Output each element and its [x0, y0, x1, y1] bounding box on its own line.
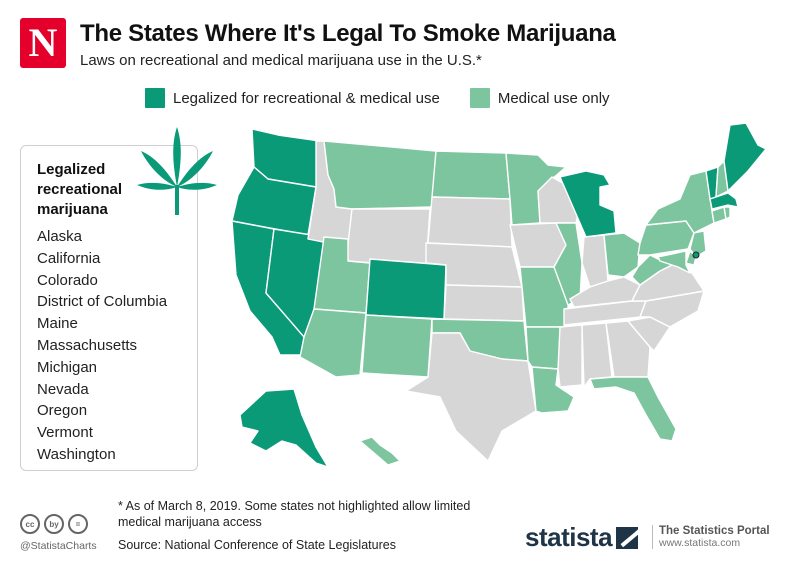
panel-heading: Legalized recreational marijuana — [37, 161, 123, 218]
cannabis-leaf-icon — [137, 127, 217, 215]
legend-item-recreational: Legalized for recreational & medical use — [145, 88, 440, 108]
page-subtitle: Laws on recreational and medical marijua… — [80, 52, 482, 69]
state-FL — [589, 376, 677, 442]
state-MA — [709, 192, 739, 210]
portal-name: The Statistics Portal — [659, 525, 770, 537]
attribution-icon: by — [44, 514, 64, 534]
statistics-portal: The Statistics Portal www.statista.com — [652, 525, 770, 549]
legend-item-medical: Medical use only — [469, 88, 610, 108]
statista-handle: @StatistaCharts — [20, 540, 97, 552]
legend-label: Medical use only — [497, 89, 610, 107]
state-NM — [361, 314, 433, 378]
creative-commons-icons: cc by = — [20, 514, 88, 534]
legend-swatch-medical — [469, 88, 490, 108]
recreational-state-item: Colorado — [37, 271, 98, 289]
state-AZ — [299, 308, 367, 378]
newsweek-logo: N — [20, 18, 66, 68]
recreational-state-item: Nevada — [37, 380, 89, 398]
no-derivatives-icon: = — [68, 514, 88, 534]
state-DC — [692, 251, 700, 259]
recreational-state-item: Michigan — [37, 358, 98, 376]
statista-logo: statista — [525, 522, 639, 553]
state-ME — [723, 122, 767, 192]
cc-license-icon: cc — [20, 514, 40, 534]
source-note: Source: National Conference of State Leg… — [118, 538, 396, 552]
state-OH — [603, 232, 641, 278]
footnote: * As of March 8, 2019. Some states not h… — [118, 499, 471, 529]
recreational-state-item: Maine — [37, 315, 78, 333]
recreational-state-item: Vermont — [37, 424, 93, 442]
state-TX — [405, 332, 537, 462]
state-NJ — [689, 230, 707, 258]
state-SD — [427, 196, 513, 248]
recreational-state-item: Massachusetts — [37, 336, 138, 354]
recreational-states-panel: Legalized recreational marijuana Alaska C… — [20, 145, 198, 471]
recreational-state-item: Alaska — [37, 228, 83, 245]
page-title: The States Where It's Legal To Smoke Mar… — [80, 20, 616, 47]
statista-wordmark: statista — [525, 522, 613, 552]
state-PA — [637, 220, 695, 256]
statista-mark-icon — [616, 526, 639, 549]
recreational-state-item: District of Columbia — [37, 293, 168, 311]
state-MD — [657, 250, 691, 274]
state-MS — [557, 324, 583, 388]
state-CO — [365, 258, 447, 320]
portal-url: www.statista.com — [659, 537, 741, 549]
state-AK — [239, 388, 329, 468]
state-WY — [345, 208, 431, 268]
state-ND — [431, 150, 511, 200]
state-KS — [443, 284, 525, 322]
state-RI — [723, 206, 731, 220]
recreational-state-item: California — [37, 249, 101, 267]
legend-label: Legalized for recreational & medical use — [173, 89, 440, 107]
recreational-state-list: Alaska California Colorado District of Colu… — [37, 226, 167, 466]
recreational-state-item: Washington — [37, 445, 116, 463]
legend-swatch-recreational — [145, 88, 165, 108]
us-map — [231, 122, 767, 468]
state-MT — [323, 140, 437, 210]
map-legend: Legalized for recreational & medical use… — [145, 88, 610, 108]
recreational-state-item: Oregon — [37, 402, 88, 420]
state-HI — [359, 436, 401, 466]
